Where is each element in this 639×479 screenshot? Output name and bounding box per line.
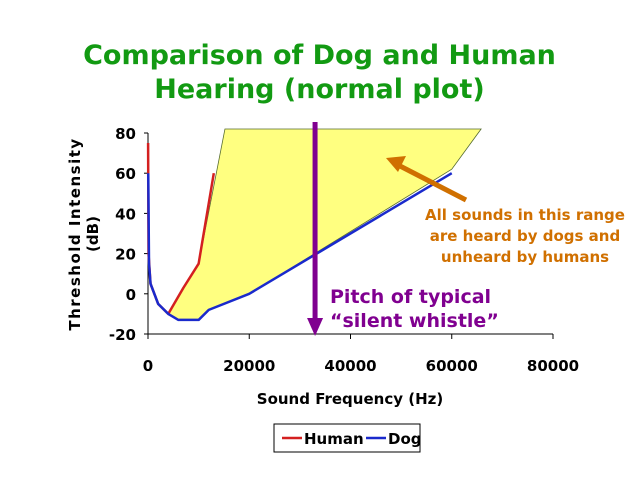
y-axis-label-line1: Threshold Intensity [66, 137, 84, 330]
y-tick-label: 40 [115, 205, 136, 223]
range-label-line: are heard by dogs and [430, 227, 620, 245]
x-tick-label: 20000 [223, 357, 275, 375]
range-arrow-shaft [398, 163, 468, 203]
y-tick-label: 60 [115, 165, 136, 183]
range-label-line: All sounds in this range [425, 206, 625, 224]
whistle-label-line: Pitch of typical [330, 286, 491, 308]
y-tick-label: 20 [115, 246, 136, 264]
y-tick-label: 80 [115, 125, 136, 143]
range-arrow-head [386, 156, 406, 172]
x-tick-label: 80000 [527, 357, 579, 375]
x-tick-label: 0 [143, 357, 153, 375]
legend-label-human: Human [304, 430, 364, 448]
x-tick-label: 60000 [426, 357, 478, 375]
legend-label-dog: Dog [388, 430, 422, 448]
y-tick-label: -20 [109, 326, 136, 344]
chart-title-line2: Hearing (normal plot) [154, 74, 485, 105]
chart-title-line1: Comparison of Dog and Human [83, 40, 556, 71]
whistle-arrow-head [307, 318, 324, 336]
x-axis-label: Sound Frequency (Hz) [257, 390, 443, 408]
x-tick-label: 40000 [324, 357, 376, 375]
range-label-line: unheard by humans [441, 248, 609, 266]
y-axis-label-line2: (dB) [84, 216, 102, 252]
series-line-dog [147, 172, 453, 322]
whistle-label-line: “silent whistle” [330, 310, 499, 332]
y-tick-label: 0 [126, 286, 136, 304]
